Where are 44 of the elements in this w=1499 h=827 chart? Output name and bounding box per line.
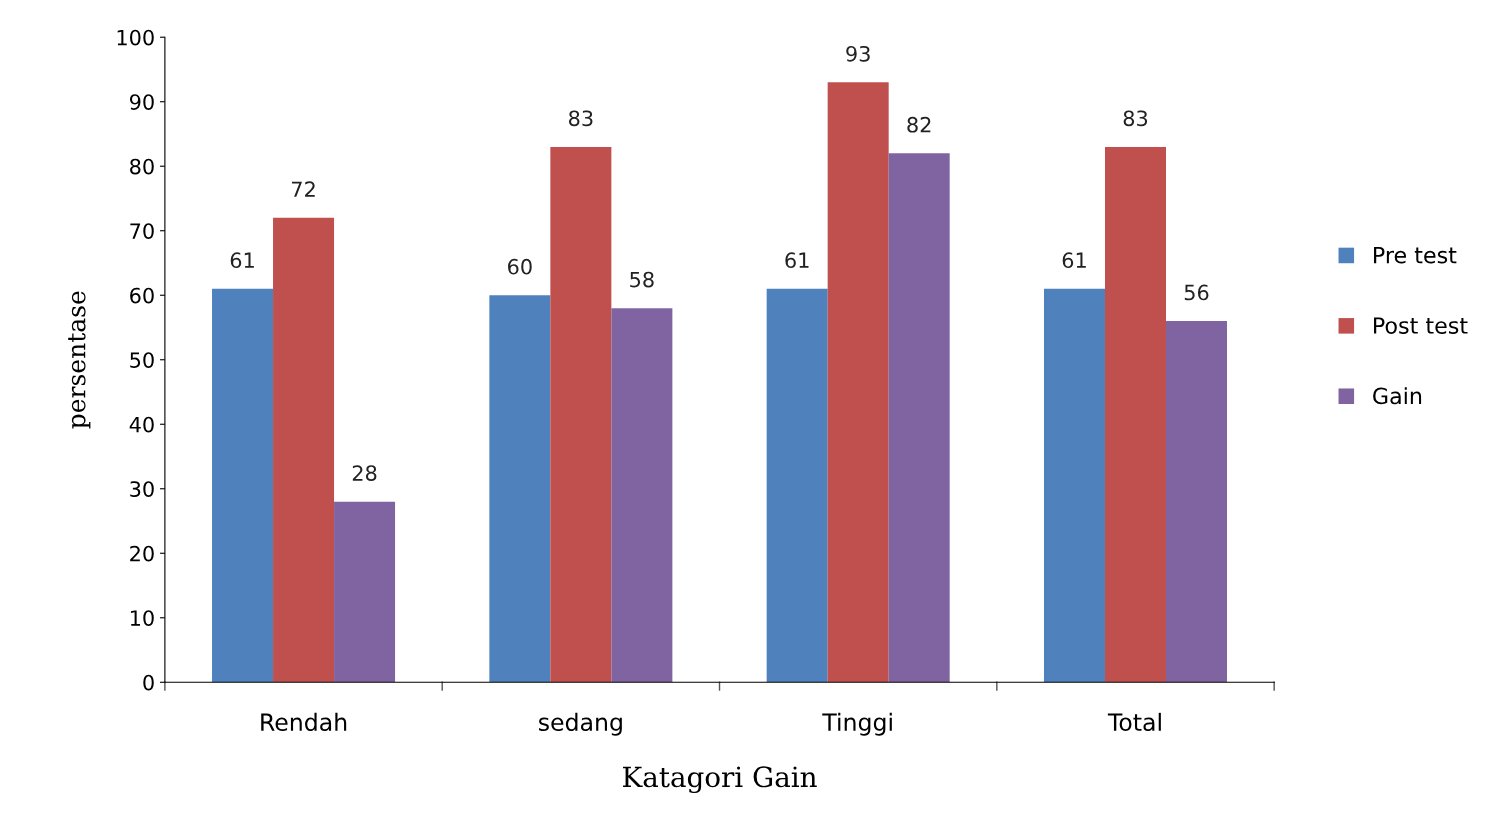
bar	[550, 146, 612, 683]
x-tick-label: Rendah	[261, 712, 347, 732]
x-tick-label: sedang	[539, 712, 622, 736]
legend-label: Pre test	[1374, 247, 1457, 264]
bar	[489, 295, 551, 683]
y-axis-title: persentase	[68, 291, 91, 429]
x-axis-title: Katagori Gain	[623, 766, 817, 794]
y-tick-label: 90	[129, 94, 154, 110]
bar	[273, 217, 335, 683]
data-label: 60	[508, 258, 532, 275]
bar	[888, 153, 950, 683]
data-label: 93	[846, 45, 870, 62]
y-tick-label: 60	[130, 287, 154, 304]
bar	[1043, 288, 1105, 683]
legend-label: Gain	[1373, 387, 1422, 405]
data-label: 82	[907, 116, 931, 133]
data-label: 61	[785, 252, 809, 269]
data-label: 58	[630, 271, 654, 288]
data-label: 28	[352, 465, 377, 481]
y-tick-label: 0	[143, 674, 154, 691]
bar	[334, 501, 396, 683]
bar	[827, 82, 889, 683]
y-tick-label: 20	[130, 545, 154, 562]
data-label: 83	[1123, 110, 1148, 127]
y-tick-label: 10	[130, 610, 154, 626]
data-label: 61	[230, 252, 254, 269]
legend-label: Post test	[1374, 317, 1468, 334]
bar	[611, 308, 673, 683]
bar	[212, 288, 274, 683]
data-label: 61	[1062, 252, 1086, 269]
y-tick-label: 40	[129, 416, 154, 433]
data-label: 56	[1184, 284, 1209, 301]
data-label: 83	[569, 110, 593, 127]
y-tick-label: 80	[130, 158, 154, 175]
y-tick-label: 50	[130, 352, 154, 368]
bar	[1104, 146, 1166, 683]
x-tick-label: Total	[1107, 712, 1161, 732]
y-tick-label: 100	[117, 29, 154, 46]
y-tick-label: 70	[130, 223, 154, 239]
y-tick-label: 30	[130, 481, 154, 497]
data-label: 72	[292, 181, 315, 197]
bar	[766, 288, 828, 683]
x-tick-label: Tinggi	[822, 712, 892, 736]
bar	[1166, 321, 1228, 683]
